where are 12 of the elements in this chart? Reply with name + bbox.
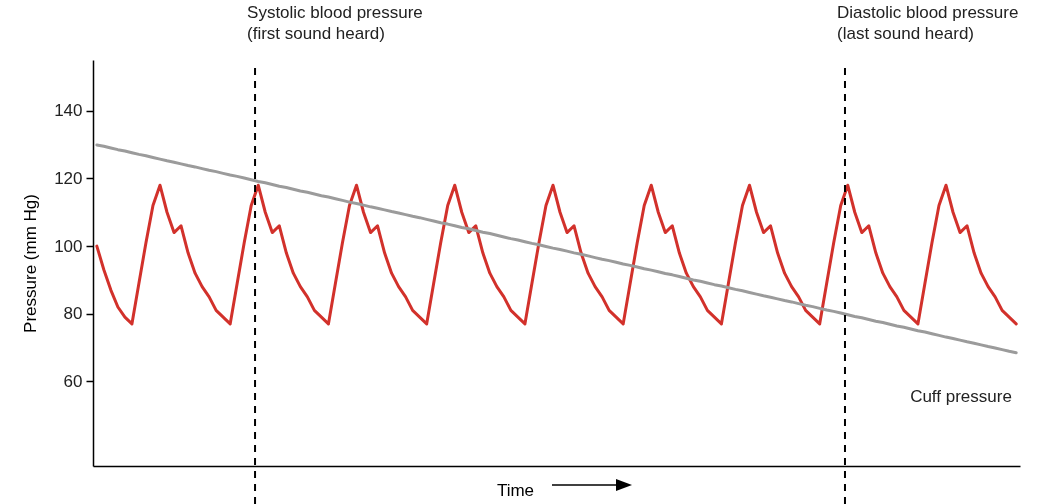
text: Diastolic blood pressure (last sound heard) [836,3,1019,43]
y-tick-label: 140 [54,101,83,121]
line-series [95,143,1018,355]
y-tick-label: 60 [63,371,83,391]
text: Systolic blood pressure (first sound heard) [247,3,423,43]
text: Cuff pressure [910,387,1012,407]
x-axis-title: Time [496,480,535,500]
y-tick-label: 120 [54,168,83,188]
y-axis-title: Pressure (mm Hg) [21,194,41,333]
y-tick-label: 80 [63,304,83,324]
y-tick-label: 100 [54,236,83,256]
line-series [95,183,1018,326]
